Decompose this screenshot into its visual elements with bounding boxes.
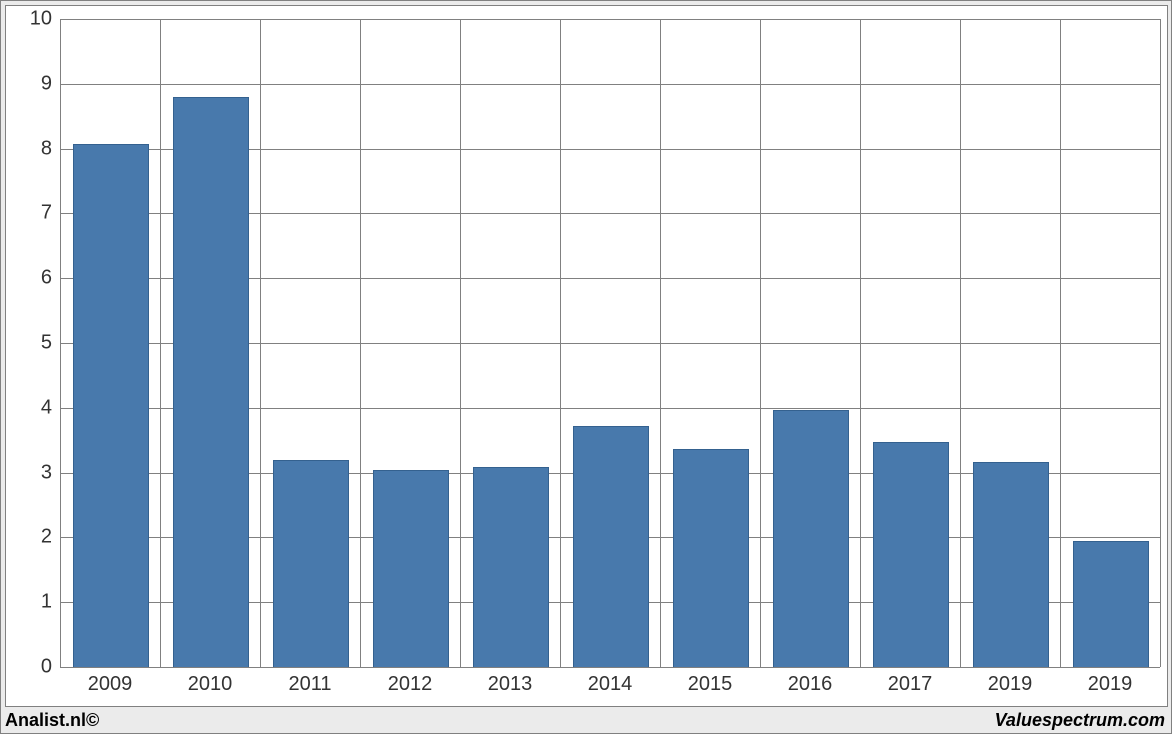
gridline-v	[1160, 19, 1161, 667]
bar	[973, 462, 1049, 667]
footer-right: Valuespectrum.com	[995, 710, 1165, 731]
bar	[173, 97, 249, 667]
x-tick-label: 2012	[388, 673, 433, 696]
y-tick-label: 6	[6, 267, 52, 290]
x-tick-label: 2011	[288, 673, 331, 696]
bar	[673, 449, 749, 667]
x-tick-label: 2014	[588, 673, 633, 696]
outer-frame: 0 1 2 3 4 5 6 7 8 9 10 2009 2010 2011 2012 2013 2014 201…	[0, 0, 1172, 734]
bar	[1073, 541, 1149, 667]
x-tick-label: 2009	[88, 673, 133, 696]
y-tick-label: 3	[6, 461, 52, 484]
y-tick-label: 0	[6, 656, 52, 679]
y-tick-label: 8	[6, 137, 52, 160]
x-tick-label: 2019	[988, 673, 1033, 696]
y-tick-label: 10	[6, 8, 52, 31]
gridline-v	[1060, 19, 1061, 667]
y-tick-label: 1	[6, 591, 52, 614]
y-tick-label: 7	[6, 202, 52, 225]
x-tick-label: 2015	[688, 673, 733, 696]
bar	[473, 467, 549, 667]
gridline-v	[560, 19, 561, 667]
y-tick-label: 5	[6, 332, 52, 355]
gridline-v	[460, 19, 461, 667]
bar	[573, 426, 649, 667]
gridline-h	[60, 667, 1160, 668]
gridline-v	[960, 19, 961, 667]
x-tick-label: 2010	[188, 673, 233, 696]
bar	[373, 470, 449, 667]
y-tick-label: 4	[6, 396, 52, 419]
bar	[873, 442, 949, 667]
bar	[773, 410, 849, 667]
gridline-h	[60, 84, 1160, 85]
plot-area	[60, 19, 1160, 667]
y-tick-label: 2	[6, 526, 52, 549]
x-tick-label: 2016	[788, 673, 833, 696]
bar	[73, 144, 149, 667]
gridline-v	[160, 19, 161, 667]
chart-panel: 0 1 2 3 4 5 6 7 8 9 10 2009 2010 2011 2012 2013 2014 201…	[5, 5, 1168, 707]
footer-left: Analist.nl©	[5, 710, 99, 731]
x-tick-label: 2019	[1088, 673, 1133, 696]
gridline-v	[660, 19, 661, 667]
gridline-v	[260, 19, 261, 667]
x-tick-label: 2017	[888, 673, 933, 696]
gridline-v	[60, 19, 61, 667]
gridline-v	[860, 19, 861, 667]
gridline-v	[360, 19, 361, 667]
x-tick-label: 2013	[488, 673, 533, 696]
gridline-v	[760, 19, 761, 667]
gridline-h	[60, 19, 1160, 20]
y-tick-label: 9	[6, 72, 52, 95]
bar	[273, 460, 349, 667]
